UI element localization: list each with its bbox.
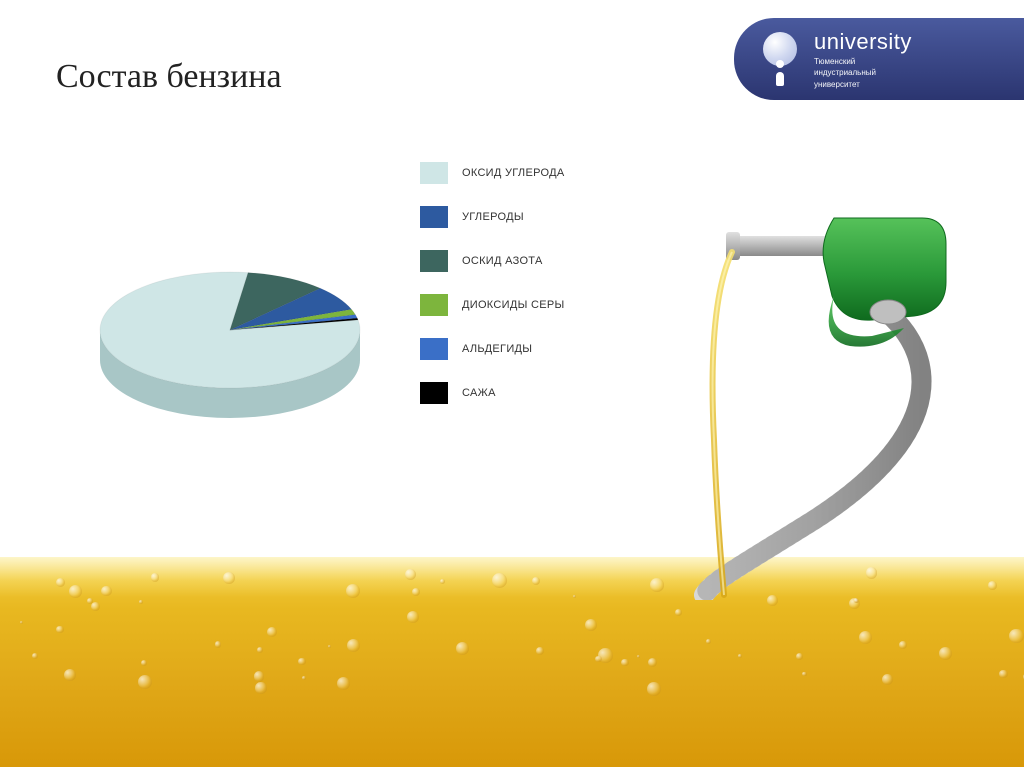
legend-swatch: [420, 206, 448, 228]
legend-swatch: [420, 382, 448, 404]
legend-item: АЛЬДЕГИДЫ: [420, 338, 565, 360]
pie-chart: [90, 260, 370, 420]
legend-label: ДИОКСИДЫ СЕРЫ: [462, 299, 565, 311]
legend-item: УГЛЕРОДЫ: [420, 206, 565, 228]
header-brand-bar: university Тюменский индустриальный унив…: [734, 18, 1024, 100]
university-logo-icon: [758, 32, 802, 86]
legend-item: ДИОКСИДЫ СЕРЫ: [420, 294, 565, 316]
brand-sub-1: Тюменский: [814, 57, 912, 67]
brand-text: university Тюменский индустриальный унив…: [814, 29, 912, 90]
legend: ОКСИД УГЛЕРОДА УГЛЕРОДЫ ОСКИД АЗОТА ДИОКСИД…: [420, 162, 565, 404]
brand-sub-2: индустриальный: [814, 68, 912, 78]
legend-label: АЛЬДЕГИДЫ: [462, 343, 532, 355]
legend-swatch: [420, 162, 448, 184]
page-title: Состав бензина: [56, 58, 282, 96]
legend-item: ОКСИД УГЛЕРОДА: [420, 162, 565, 184]
brand-sub-3: университет: [814, 80, 912, 90]
legend-label: САЖА: [462, 387, 496, 399]
legend-swatch: [420, 338, 448, 360]
legend-swatch: [420, 250, 448, 272]
legend-label: ОСКИД АЗОТА: [462, 255, 543, 267]
legend-label: ОКСИД УГЛЕРОДА: [462, 167, 564, 179]
fuel-nozzle: [674, 200, 994, 560]
legend-label: УГЛЕРОДЫ: [462, 211, 524, 223]
legend-item: ОСКИД АЗОТА: [420, 250, 565, 272]
legend-item: САЖА: [420, 382, 565, 404]
brand-main: university: [814, 29, 912, 55]
legend-swatch: [420, 294, 448, 316]
